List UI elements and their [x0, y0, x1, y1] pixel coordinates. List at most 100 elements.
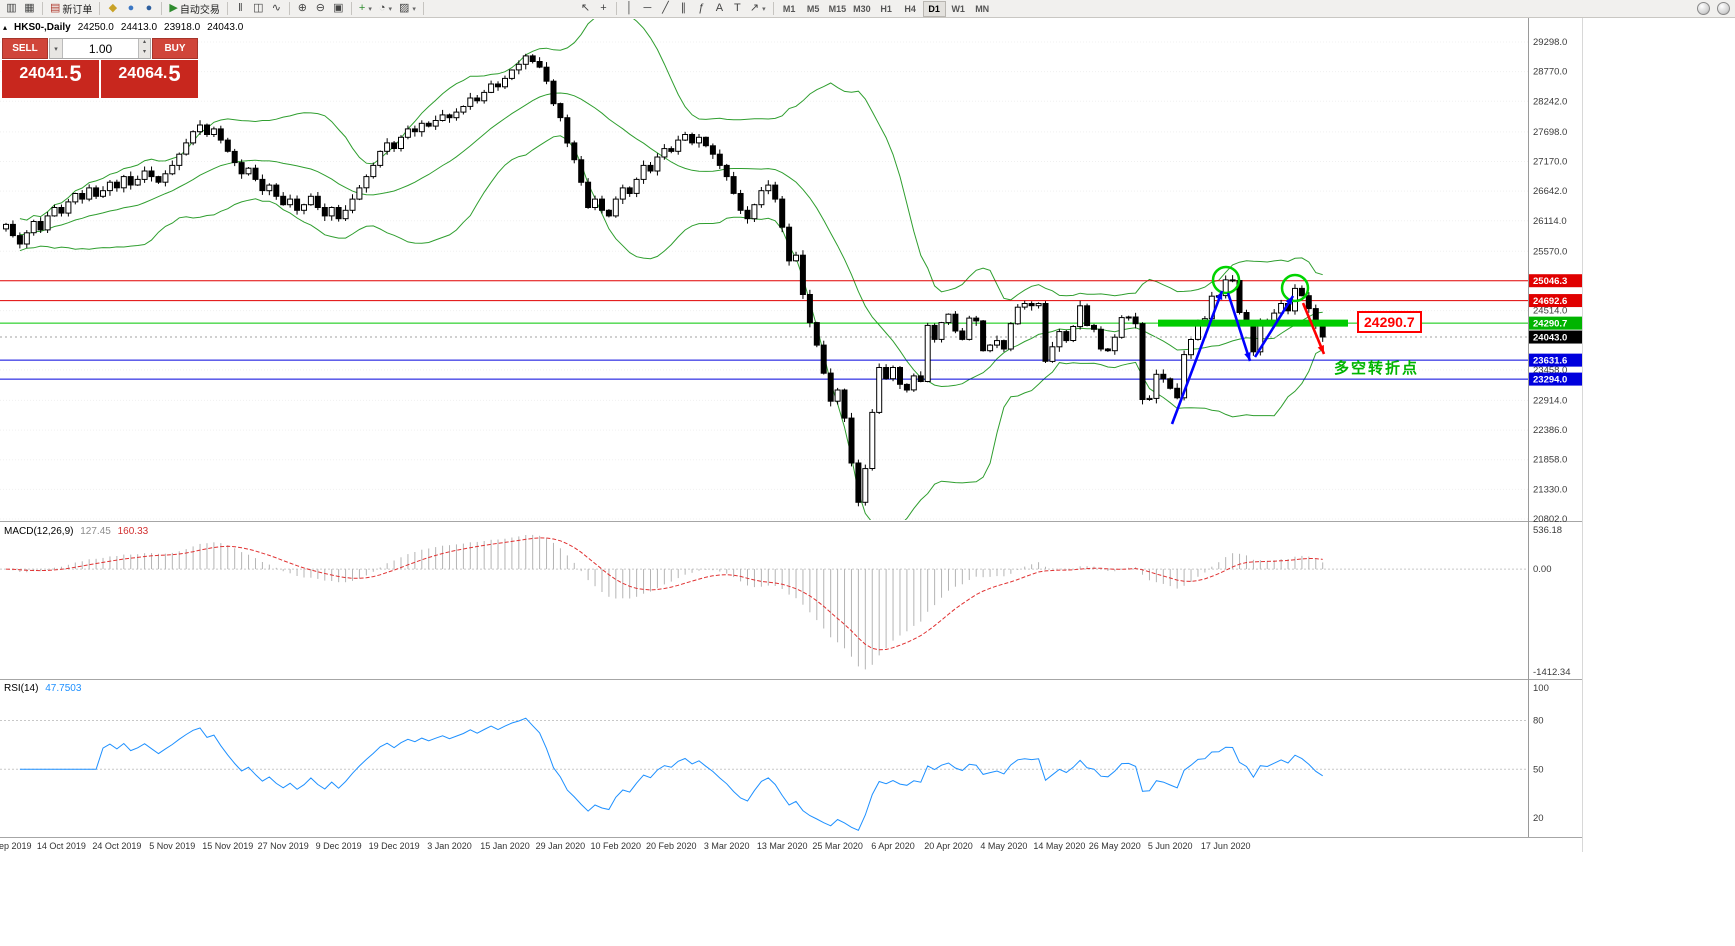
candle	[384, 142, 391, 152]
candle	[1132, 316, 1139, 325]
timeframe-h4[interactable]: H4	[899, 1, 922, 17]
candle	[1028, 303, 1035, 307]
crosshair-icon[interactable]: +	[595, 1, 612, 17]
timeframe-m15[interactable]: M15	[826, 1, 850, 17]
equidistant-channel-icon[interactable]: ∥	[675, 1, 692, 17]
candle	[127, 176, 134, 186]
collapse-icon[interactable]: ▴	[3, 23, 8, 32]
trend-arrow[interactable]	[1253, 295, 1295, 358]
candle	[689, 134, 696, 144]
candle	[481, 91, 488, 102]
candle	[723, 164, 730, 178]
timeframe-mn[interactable]: MN	[971, 1, 994, 17]
periods-icon[interactable]: ◔ ▾	[376, 1, 395, 17]
candle	[16, 235, 23, 245]
tile-windows-icon[interactable]: ▣	[330, 1, 347, 17]
candle	[134, 178, 141, 186]
community-status-icon[interactable]	[1697, 2, 1710, 15]
indicators-icon[interactable]: + ▾	[356, 1, 375, 17]
new-chart-icon[interactable]: ▥	[3, 1, 20, 17]
fibonacci-icon[interactable]: ƒ	[693, 1, 710, 17]
arrow-head	[1215, 291, 1223, 300]
price-axis-label: 28770.0	[1533, 67, 1567, 78]
text-label-icon[interactable]: T	[729, 1, 746, 17]
top-marker-circle[interactable]	[1211, 265, 1241, 295]
candlestick-chart-icon[interactable]: ◫	[250, 1, 267, 17]
candle	[356, 187, 363, 200]
volume-field[interactable]: ▾ 1.00 ▴ ▾	[49, 38, 151, 59]
candle	[1000, 340, 1007, 350]
candle	[51, 207, 58, 217]
buy-button[interactable]: BUY	[152, 38, 198, 59]
horizontal-line-icon[interactable]: ─	[639, 1, 656, 17]
price-axis[interactable]: 29298.0 28770.0 28242.0 27698.0 27170.0 26642…	[1529, 37, 1582, 824]
top-marker-circle[interactable]	[1280, 273, 1310, 303]
sell-price[interactable]: 24041. 5	[2, 60, 99, 98]
date-label: 19 Dec 2019	[369, 841, 420, 851]
timeframe-d1[interactable]: D1	[922, 0, 946, 17]
candle	[841, 389, 848, 419]
candle	[1056, 331, 1063, 348]
volume-dropdown-icon[interactable]: ▾	[50, 39, 63, 58]
notifications-icon[interactable]	[1717, 2, 1730, 15]
price-badge	[1529, 353, 1582, 367]
timeframe-w1[interactable]: W1	[947, 1, 970, 17]
sell-button[interactable]: SELL	[2, 38, 48, 59]
macd-main-value: 127.45	[80, 526, 111, 537]
profiles-icon[interactable]: ▦	[21, 1, 38, 17]
community-globe-icon[interactable]: ●	[140, 1, 157, 17]
candle	[1007, 323, 1014, 350]
text-icon[interactable]: A	[711, 1, 728, 17]
volume-value[interactable]: 1.00	[88, 41, 113, 56]
ohlc-open: 24250.0	[77, 22, 114, 33]
vertical-line-icon[interactable]: │	[621, 1, 638, 17]
price-axis-label: 22914.0	[1533, 395, 1567, 406]
timeframe-m5[interactable]: M5	[802, 1, 825, 17]
candle	[945, 313, 952, 324]
buy-price[interactable]: 24064. 5	[101, 60, 198, 98]
candle	[176, 153, 183, 166]
turning-point-annotation[interactable]: 多空转折点	[1334, 360, 1420, 377]
autotrading-button[interactable]: ▶ 自动交易	[166, 1, 222, 17]
candle	[1181, 354, 1188, 399]
candle	[994, 340, 1000, 346]
date-label: 9 Dec 2019	[316, 841, 362, 851]
mql5-icon[interactable]: ◆	[104, 1, 121, 17]
arrows-tool-icon[interactable]: ↗ ▾	[747, 1, 769, 17]
timeframe-m1[interactable]: M1	[778, 1, 801, 17]
volume-spinner[interactable]: ▴ ▾	[138, 39, 150, 58]
trendline-icon[interactable]: ╱	[657, 1, 674, 17]
candle	[813, 322, 820, 346]
date-label: 26 May 2020	[1089, 841, 1141, 851]
price-flag-annotation[interactable]: 24290.7	[1357, 311, 1422, 333]
candle	[779, 198, 786, 228]
candle	[987, 344, 994, 352]
candle	[79, 193, 86, 200]
bar-chart-icon[interactable]: ‖	[232, 1, 249, 17]
candle	[1035, 303, 1042, 307]
new-order-button[interactable]: ▤ 新订单	[47, 1, 95, 17]
zoom-out-icon[interactable]: ⊖	[312, 1, 329, 17]
trend-arrow[interactable]	[1170, 290, 1224, 425]
volume-down-icon[interactable]: ▾	[139, 48, 150, 58]
timeframe-m30[interactable]: M30	[850, 1, 874, 17]
volume-up-icon[interactable]: ▴	[139, 39, 150, 49]
time-axis[interactable]: 30 Sep 2019 14 Oct 2019 24 Oct 2019 5 Nov 2…	[0, 841, 1250, 851]
candle	[557, 103, 564, 119]
candle	[210, 128, 217, 135]
candle	[120, 176, 127, 189]
line-chart-icon[interactable]: ∿	[268, 1, 285, 17]
candle	[370, 164, 377, 178]
trend-arrow[interactable]	[1301, 302, 1326, 355]
candle	[890, 367, 896, 380]
candle	[910, 375, 917, 391]
zoom-in-icon[interactable]: ⊕	[294, 1, 311, 17]
templates-icon[interactable]: ▨ ▾	[396, 1, 419, 17]
cursor-icon[interactable]: ↖	[577, 1, 594, 17]
candle	[1070, 326, 1077, 341]
date-label: 10 Feb 2020	[591, 841, 642, 851]
community-chart-icon[interactable]: ●	[122, 1, 139, 17]
timeframe-h1[interactable]: H1	[875, 1, 898, 17]
trend-arrow[interactable]	[1226, 292, 1252, 362]
